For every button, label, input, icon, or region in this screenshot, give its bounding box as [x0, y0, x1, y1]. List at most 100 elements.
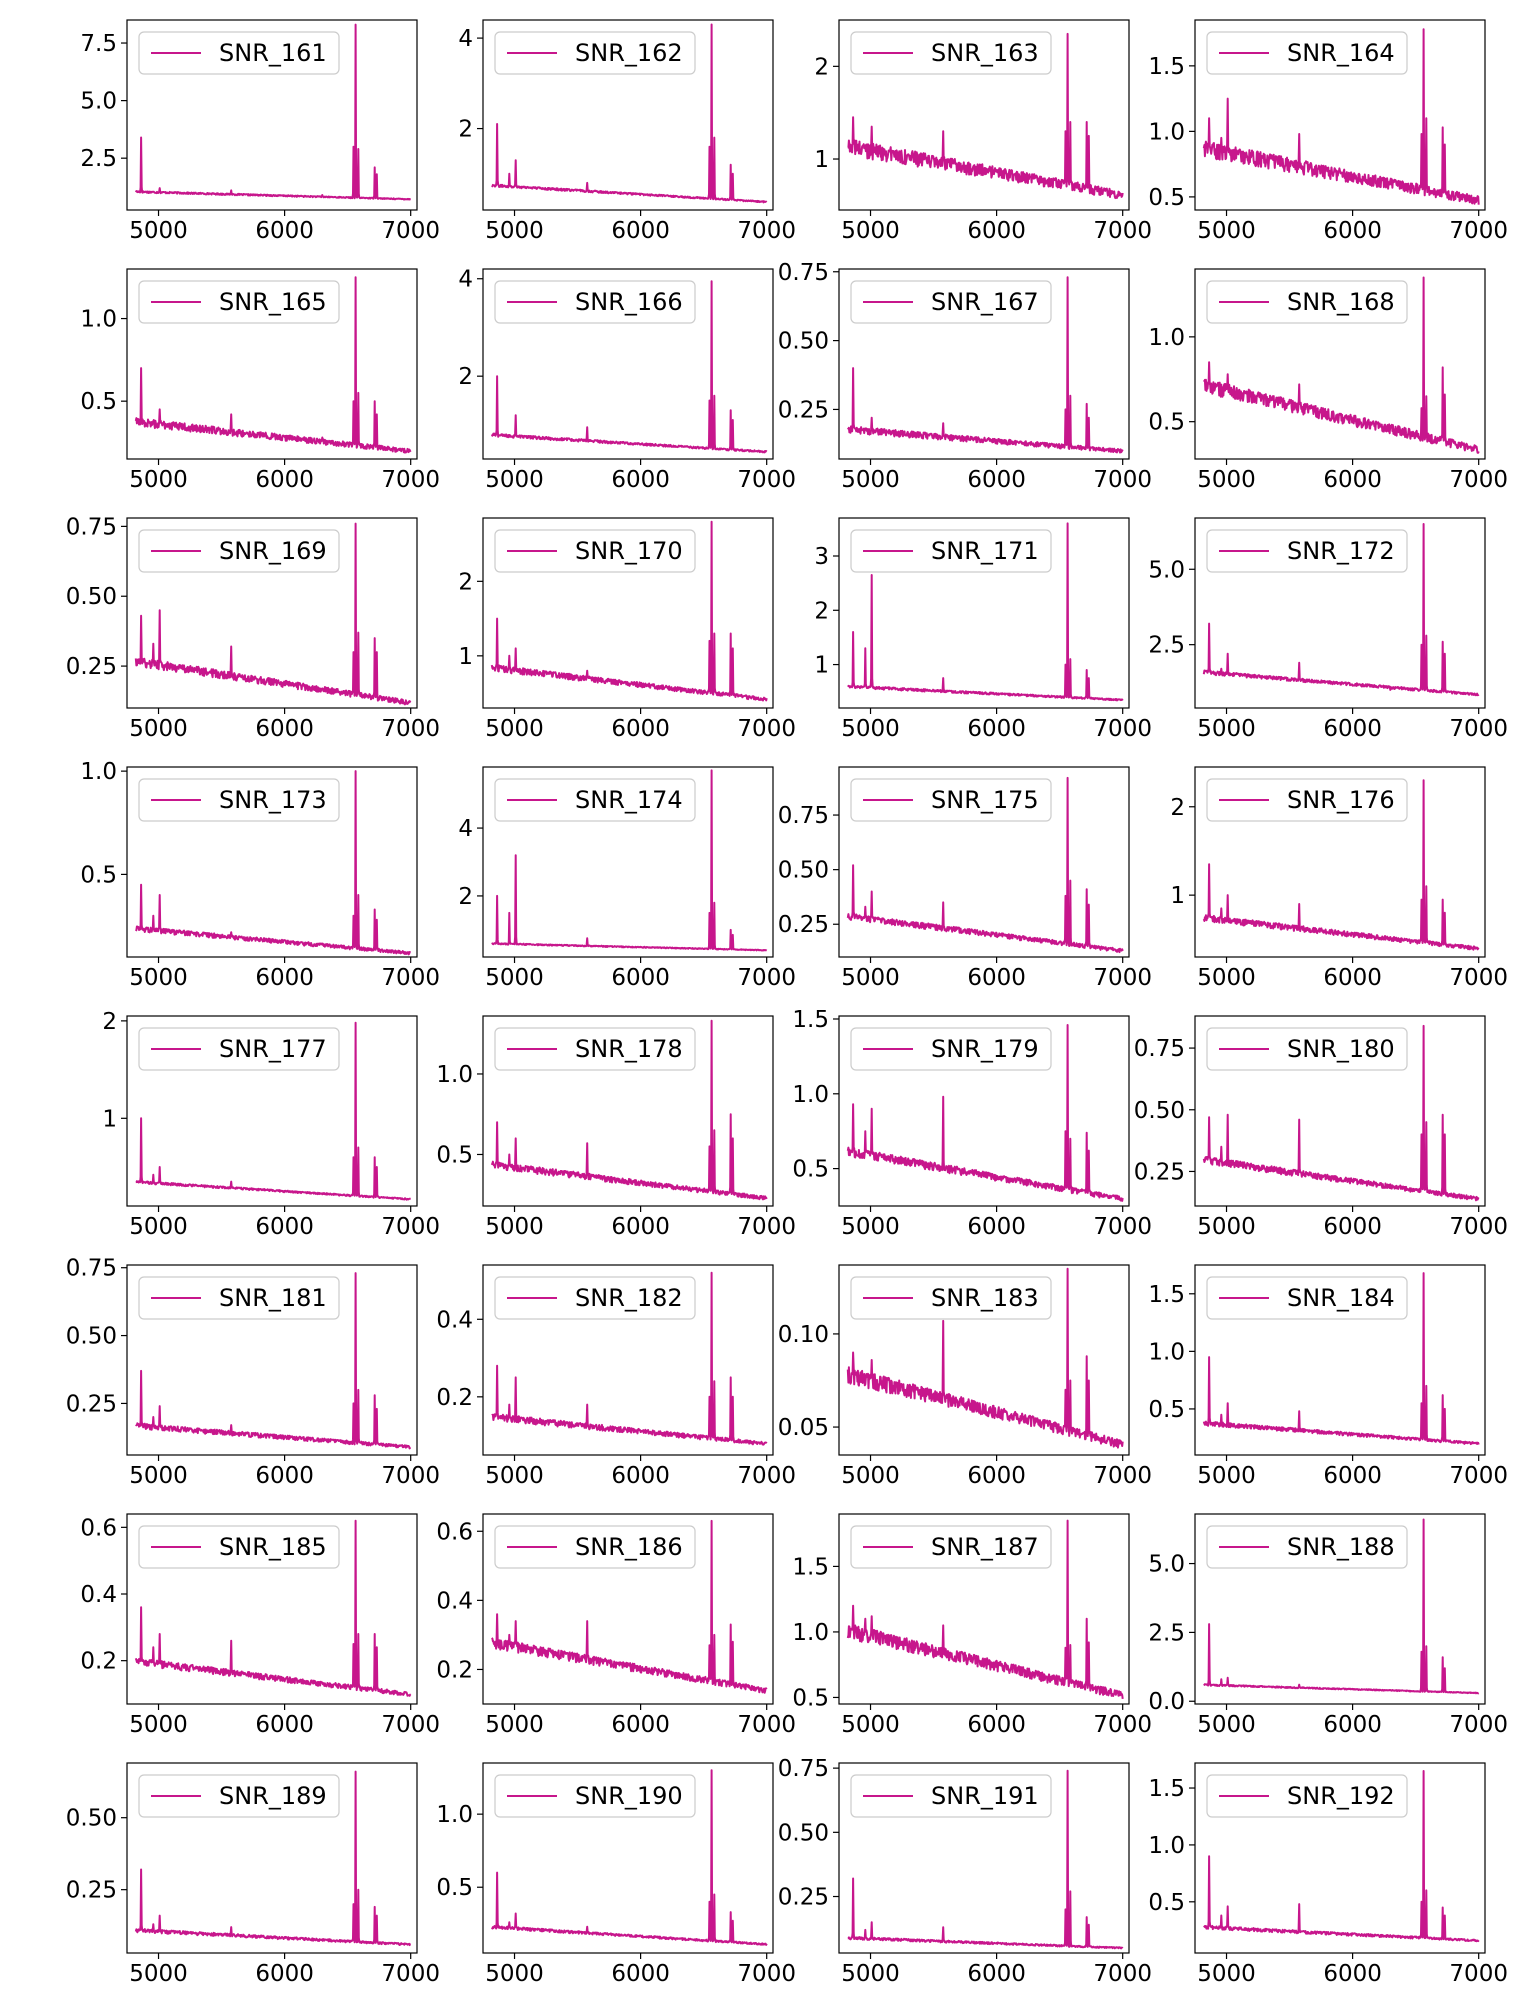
subplot-snr-180: 5000 6000 7000 0.75 0.50 0.25 SNR_180 — [1134, 1015, 1508, 1240]
x-tick-label: 5000 — [841, 965, 900, 991]
subplot-snr-172: 5000 6000 7000 5.0 2.5 SNR_172 — [1148, 517, 1508, 742]
y-tick-label: 2 — [458, 364, 473, 390]
subplot-snr-179: 5000 6000 7000 1.5 1.0 0.5 SNR_179 — [792, 1007, 1152, 1240]
legend-box — [138, 1774, 340, 1818]
legend-label: SNR_171 — [931, 537, 1039, 565]
x-tick-label: 5000 — [1197, 1214, 1256, 1240]
x-tick-label: 5000 — [129, 1961, 188, 1987]
y-tick-label: 5.0 — [1148, 557, 1185, 583]
y-tick-label: 0.25 — [778, 397, 829, 423]
y-tick-label: 4 — [458, 267, 473, 293]
y-tick-label: 0.4 — [80, 1582, 117, 1608]
legend-label: SNR_189 — [219, 1782, 327, 1810]
axes-frame — [482, 19, 774, 211]
x-tick-label: 6000 — [967, 1214, 1026, 1240]
y-tick-label: 0.5 — [80, 862, 117, 888]
x-tick-label: 6000 — [255, 965, 314, 991]
x-tick-label: 5000 — [485, 1961, 544, 1987]
y-tick-label: 2 — [458, 884, 473, 910]
legend-box — [494, 778, 696, 822]
legend: SNR_170 — [494, 529, 696, 573]
spectrum-line — [134, 522, 412, 706]
subplot-snr-178: 5000 6000 7000 1.0 0.5 SNR_178 — [436, 1015, 796, 1240]
x-tick-label: 5000 — [129, 716, 188, 742]
subplot-snr-184: 5000 6000 7000 1.5 1.0 0.5 SNR_184 — [1148, 1264, 1508, 1489]
legend: SNR_177 — [138, 1027, 340, 1071]
legend-box — [1206, 1525, 1408, 1569]
legend-box — [138, 529, 340, 573]
y-tick-label: 0.6 — [436, 1519, 473, 1545]
y-tick-label: 0.50 — [1134, 1098, 1185, 1124]
axes-frame — [482, 517, 774, 709]
x-tick-label: 6000 — [255, 1463, 314, 1489]
subplot-snr-163: 5000 6000 7000 2 1 SNR_163 — [814, 19, 1152, 244]
spectrum-line — [135, 1021, 412, 1201]
legend-label: SNR_165 — [219, 288, 327, 316]
legend-box — [850, 1525, 1052, 1569]
x-tick-label: 6000 — [967, 716, 1026, 742]
x-tick-label: 5000 — [129, 218, 188, 244]
legend-box — [494, 280, 696, 324]
subplot-snr-164: 5000 6000 7000 1.5 1.0 0.5 SNR_164 — [1148, 19, 1508, 244]
y-tick-label: 1 — [102, 1106, 117, 1132]
legend-box — [138, 1027, 340, 1071]
y-tick-label: 1.0 — [1148, 1833, 1185, 1859]
y-tick-label: 0.50 — [778, 329, 829, 355]
y-tick-label: 0.4 — [436, 1307, 473, 1333]
axes-frame — [838, 1762, 1130, 1954]
legend-label: SNR_167 — [931, 288, 1039, 316]
x-tick-label: 7000 — [381, 1712, 440, 1738]
x-tick-label: 7000 — [1093, 716, 1152, 742]
x-tick-label: 5000 — [1197, 716, 1256, 742]
y-tick-label: 4 — [458, 26, 473, 52]
x-tick-label: 7000 — [1449, 1214, 1508, 1240]
y-tick-label: 0.25 — [1134, 1159, 1185, 1185]
y-tick-label: 0.10 — [778, 1322, 829, 1348]
legend-box — [1206, 280, 1408, 324]
legend: SNR_180 — [1206, 1027, 1408, 1071]
y-tick-label: 1.5 — [1148, 1282, 1185, 1308]
x-tick-label: 5000 — [485, 716, 544, 742]
x-tick-label: 7000 — [381, 1961, 440, 1987]
legend: SNR_171 — [850, 529, 1052, 573]
x-tick-label: 5000 — [841, 1712, 900, 1738]
spectrum-line — [1202, 1272, 1480, 1446]
y-tick-label: 2 — [1170, 795, 1185, 821]
legend-box — [1206, 31, 1408, 75]
x-tick-label: 7000 — [381, 218, 440, 244]
legend-box — [850, 529, 1052, 573]
legend: SNR_185 — [138, 1525, 340, 1569]
x-tick-label: 5000 — [841, 716, 900, 742]
subplot-snr-176: 5000 6000 7000 2 1 SNR_176 — [1170, 766, 1508, 991]
x-tick-label: 6000 — [967, 1961, 1026, 1987]
legend: SNR_163 — [850, 31, 1052, 75]
subplot-snr-165: 5000 6000 7000 1.0 0.5 SNR_165 — [80, 268, 440, 493]
spectrum-line — [490, 1769, 768, 1946]
axes-frame — [126, 517, 418, 709]
y-tick-label: 0.2 — [436, 1657, 473, 1683]
y-tick-label: 2.5 — [80, 146, 117, 172]
x-tick-label: 7000 — [737, 716, 796, 742]
axes-frame — [482, 268, 774, 460]
subplot-snr-183: 5000 6000 7000 0.10 0.05 SNR_183 — [778, 1264, 1152, 1489]
x-tick-label: 6000 — [255, 467, 314, 493]
legend-label: SNR_188 — [1287, 1533, 1395, 1561]
y-tick-label: 0.25 — [778, 1885, 829, 1911]
legend: SNR_176 — [1206, 778, 1408, 822]
axes-frame — [1194, 517, 1486, 709]
spectrum-line — [490, 1019, 768, 1201]
legend-box — [494, 1525, 696, 1569]
legend-box — [850, 31, 1052, 75]
subplot-snr-170: 5000 6000 7000 2 1 SNR_170 — [458, 517, 796, 742]
x-tick-label: 7000 — [737, 1961, 796, 1987]
subplot-snr-167: 5000 6000 7000 0.75 0.50 0.25 SNR_167 — [778, 260, 1152, 493]
legend-box — [138, 778, 340, 822]
x-tick-label: 5000 — [1197, 1961, 1256, 1987]
subplot-snr-182: 5000 6000 7000 0.4 0.2 SNR_182 — [436, 1264, 796, 1489]
x-tick-label: 7000 — [1449, 1961, 1508, 1987]
legend: SNR_188 — [1206, 1525, 1408, 1569]
spectrum-line — [1202, 1024, 1480, 1202]
y-tick-label: 0.4 — [436, 1588, 473, 1614]
axes-frame — [1194, 1513, 1486, 1705]
x-tick-label: 6000 — [1323, 1712, 1382, 1738]
